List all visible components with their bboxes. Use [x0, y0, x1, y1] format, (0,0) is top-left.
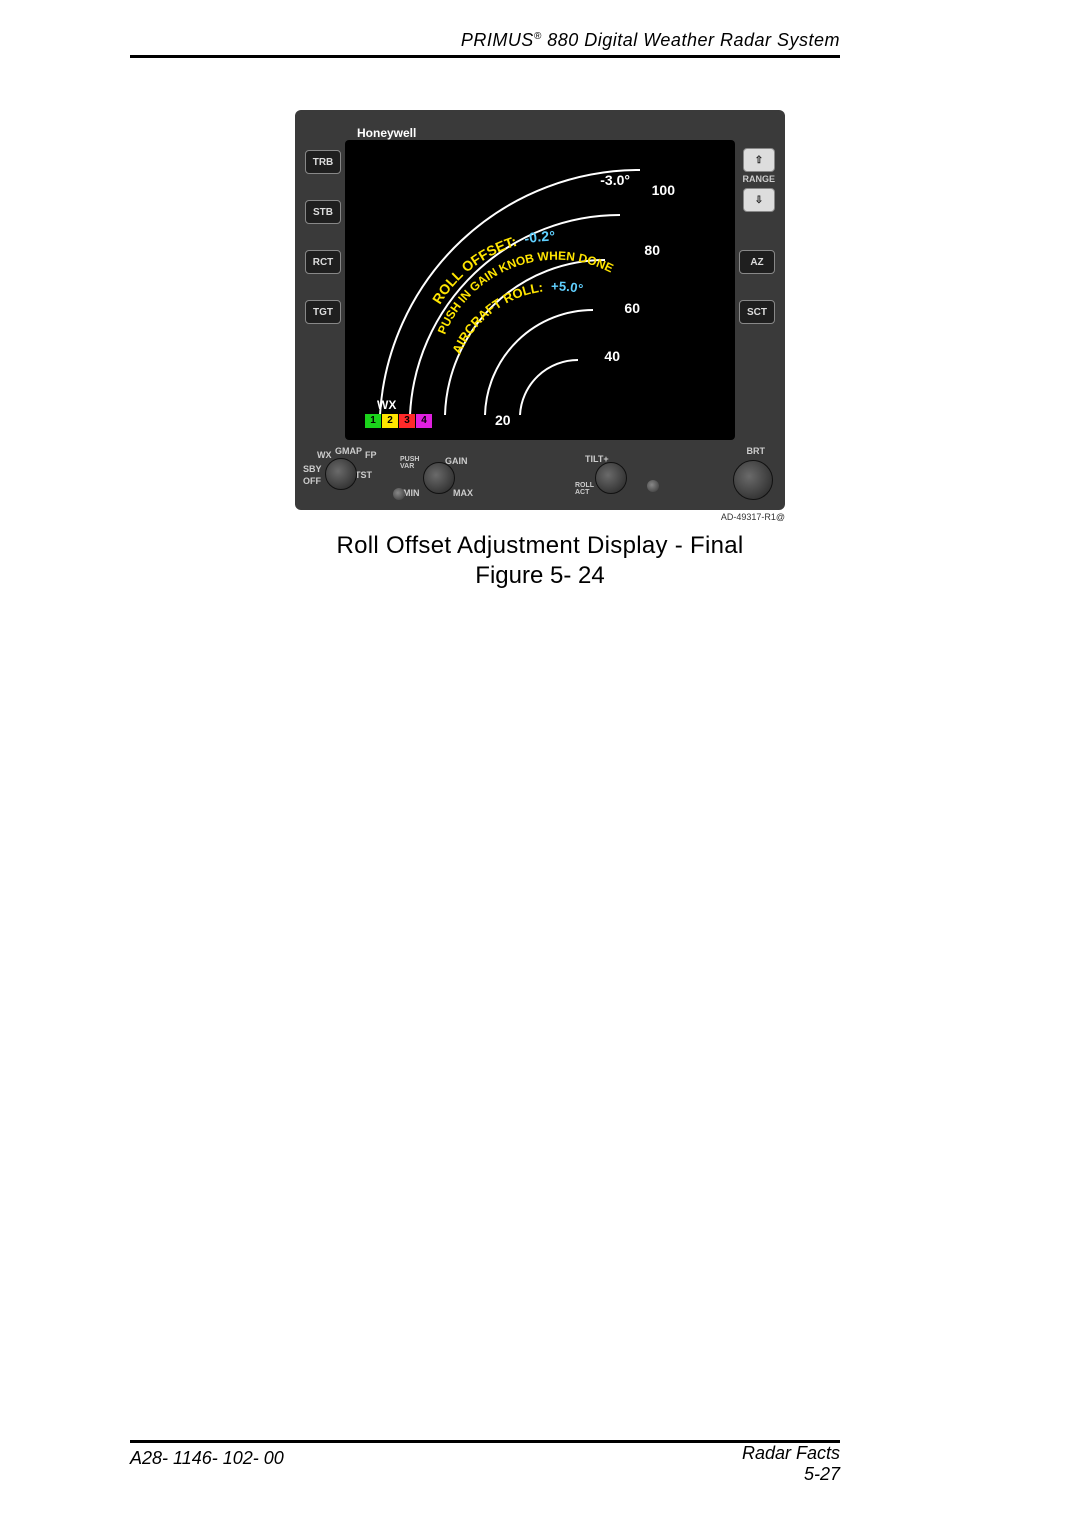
mode-wx-label: WX [317, 450, 332, 460]
screw-2 [647, 480, 659, 492]
mode-tst-label: TST [355, 470, 372, 480]
footer-right: Radar Facts 5-27 [742, 1443, 840, 1485]
product-name: PRIMUS [461, 30, 534, 50]
tgt-button[interactable]: TGT [305, 300, 341, 324]
tilt-knob[interactable] [595, 462, 627, 494]
wx-level-3: 3 [399, 414, 415, 428]
tilt-readout: -3.0° [600, 172, 630, 188]
range-80: 80 [644, 242, 660, 258]
brt-knob[interactable] [733, 460, 773, 500]
header-rule [130, 55, 840, 58]
stb-button[interactable]: STB [305, 200, 341, 224]
wx-level-4: 4 [416, 414, 432, 428]
mode-sby-label: SBY [303, 464, 322, 474]
figure-id-tag: AD-49317-R1@ [721, 512, 785, 522]
range-100: 100 [652, 182, 675, 198]
range-60: 60 [624, 300, 640, 316]
gain-min-label: MIN [403, 488, 420, 498]
radar-screen: ROLL OFFSET: -0.2° PUSH IN GAIN KNOB WHE… [345, 140, 735, 440]
radar-indicator-unit: Honeywell TRB STB RCT TGT ⇧ RANGE ⇩ AZ S… [295, 110, 785, 510]
wx-legend-label: WX [377, 398, 396, 412]
radar-arcs: ROLL OFFSET: -0.2° PUSH IN GAIN KNOB WHE… [345, 140, 735, 440]
gain-max-label: MAX [453, 488, 473, 498]
rct-button[interactable]: RCT [305, 250, 341, 274]
footer-rule [130, 1440, 840, 1443]
wx-level-1: 1 [365, 414, 381, 428]
brand-label: Honeywell [357, 126, 416, 140]
screw-1 [393, 488, 405, 500]
range-up-button[interactable]: ⇧ [743, 148, 775, 172]
product-rest: 880 Digital Weather Radar System [542, 30, 840, 50]
trb-button[interactable]: TRB [305, 150, 341, 174]
reg-mark: ® [534, 31, 542, 42]
range-down-button[interactable]: ⇩ [743, 188, 775, 212]
az-button[interactable]: AZ [739, 250, 775, 274]
brt-label: BRT [747, 446, 766, 456]
figure-caption: Roll Offset Adjustment Display - Final F… [295, 532, 785, 590]
gain-knob[interactable] [423, 462, 455, 494]
tilt-roll-label: ROLL ACT [575, 482, 594, 496]
caption-title: Roll Offset Adjustment Display - Final [295, 532, 785, 560]
footer-section: Radar Facts [742, 1443, 840, 1463]
caption-figure-number: Figure 5- 24 [295, 562, 785, 590]
mode-knob[interactable] [325, 458, 357, 490]
page-header: PRIMUS® 880 Digital Weather Radar System [461, 30, 840, 51]
sct-button[interactable]: SCT [739, 300, 775, 324]
range-40: 40 [604, 348, 620, 364]
footer-docnum: A28- 1146- 102- 00 [130, 1448, 284, 1469]
figure-block: Honeywell TRB STB RCT TGT ⇧ RANGE ⇩ AZ S… [295, 110, 785, 590]
mode-gmap-label: GMAP [335, 446, 362, 456]
range-label: RANGE [742, 174, 775, 184]
mode-off-label: OFF [303, 476, 321, 486]
gain-push-label: PUSH VAR [400, 456, 419, 470]
mode-fp-label: FP [365, 450, 377, 460]
range-20: 20 [495, 412, 511, 428]
wx-level-2: 2 [382, 414, 398, 428]
footer-page: 5-27 [804, 1464, 840, 1484]
